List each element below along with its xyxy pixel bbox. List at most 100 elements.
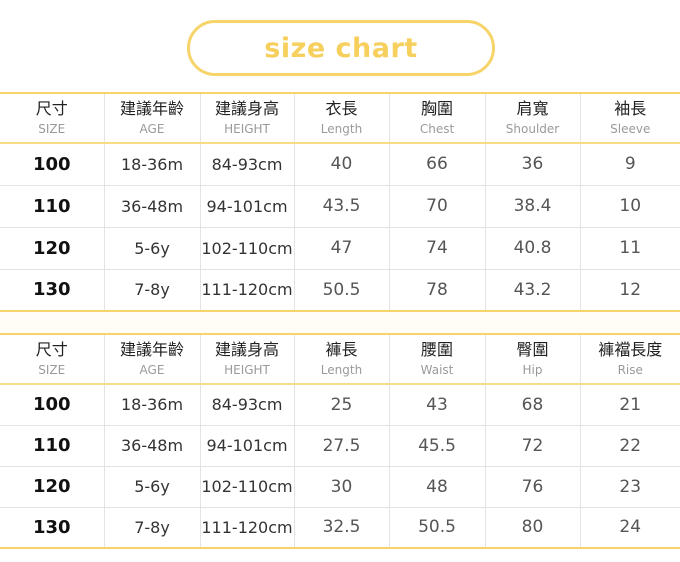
cell-age: 5-6y [103,466,200,507]
column-header-age: 建議年齡 AGE [103,334,200,384]
cell-m1: 50.5 [293,269,389,311]
table-separator [0,312,680,333]
column-header-en: Rise [617,363,643,377]
column-header-en: SIZE [38,363,66,377]
column-header-waist: 腰圍 Waist [388,334,485,384]
column-header-en: Length [320,122,363,136]
cell-height: 102-110cm [199,466,294,507]
cell-height: 94-101cm [199,425,294,466]
cell-size: 120 [32,476,71,497]
cell-age: 7-8y [103,507,200,548]
column-header-en: Shoulder [505,122,560,136]
column-header-en: Hip [522,363,543,377]
cell-size: 100 [32,153,71,175]
cell-m3: 80 [484,507,580,548]
cell-m4: 22 [579,425,680,466]
column-header-zh: 腰圍 [420,340,453,359]
tops-size-table: 尺寸 SIZE 建議年齡 AGE 建議身高 HEIGHT 衣長 Length 胸圍 Chest 肩寬… [0,92,680,312]
column-header-zh: 褲襠長度 [598,340,663,359]
cell-m4: 12 [579,269,680,311]
cell-height: 111-120cm [199,269,294,311]
size-chart-title: size chart [187,20,495,76]
table-header-row: 尺寸 SIZE 建議年齡 AGE 建議身高 HEIGHT 褲長 Length 腰圍 Waist 臀圍… [0,334,680,384]
cell-age: 36-48m [103,425,200,466]
column-header-size: 尺寸 SIZE [0,334,104,384]
cell-m4: 21 [579,384,680,425]
cell-m3: 36 [484,143,580,185]
cell-m4: 10 [579,185,680,227]
table-row: 120 5-6y 102-110cm 47 74 40.8 11 [0,227,680,269]
cell-age: 5-6y [103,227,200,269]
column-header-sleeve: 袖長 Sleeve [579,93,680,143]
cell-height: 102-110cm [199,227,294,269]
cell-m3: 38.4 [484,185,580,227]
cell-m2: 66 [388,143,485,185]
cell-m1: 27.5 [293,425,389,466]
table-row: 100 18-36m 84-93cm 25 43 68 21 [0,384,680,425]
cell-m1: 30 [293,466,389,507]
column-header-zh: 臀圍 [516,340,549,359]
cell-m2: 74 [388,227,485,269]
cell-m3: 68 [484,384,580,425]
column-header-zh: 胸圍 [420,99,453,118]
column-header-en: SIZE [38,122,66,136]
column-header-chest: 胸圍 Chest [388,93,485,143]
cell-size: 130 [32,279,71,301]
cell-m2: 43 [388,384,485,425]
cell-m1: 47 [293,227,389,269]
cell-m1: 25 [293,384,389,425]
column-header-zh: 建議年齡 [119,340,184,359]
column-header-en: Length [320,363,363,377]
table-header-row: 尺寸 SIZE 建議年齡 AGE 建議身高 HEIGHT 衣長 Length 胸圍 Chest 肩寬… [0,93,680,143]
cell-age: 36-48m [103,185,200,227]
cell-m4: 11 [579,227,680,269]
cell-m3: 72 [484,425,580,466]
cell-m2: 50.5 [388,507,485,548]
column-header-hip: 臀圍 Hip [484,334,580,384]
cell-age: 7-8y [103,269,200,311]
column-header-en: HEIGHT [224,122,270,136]
cell-size: 100 [32,394,71,416]
cell-height: 111-120cm [199,507,294,548]
column-header-length: 褲長 Length [293,334,389,384]
column-header-en: Waist [420,363,454,377]
cell-m3: 40.8 [484,227,580,269]
cell-m2: 48 [388,466,485,507]
column-header-zh: 建議年齡 [119,99,184,118]
column-header-zh: 建議身高 [214,340,279,359]
cell-size: 130 [32,516,71,538]
cell-m1: 43.5 [293,185,389,227]
cell-m1: 32.5 [293,507,389,548]
cell-size: 120 [32,237,71,259]
table-row: 110 36-48m 94-101cm 43.5 70 38.4 10 [0,185,680,227]
column-header-length: 衣長 Length [293,93,389,143]
column-header-zh: 袖長 [614,99,647,118]
column-header-size: 尺寸 SIZE [0,93,104,143]
column-header-rise: 褲襠長度 Rise [579,334,680,384]
column-header-en: Sleeve [610,122,651,136]
cell-height: 94-101cm [199,185,294,227]
column-header-en: Chest [419,122,455,136]
cell-height: 84-93cm [199,384,294,425]
table-row: 110 36-48m 94-101cm 27.5 45.5 72 22 [0,425,680,466]
column-header-en: AGE [139,122,165,136]
cell-m2: 78 [388,269,485,311]
cell-size: 110 [32,435,71,456]
column-header-height: 建議身高 HEIGHT [199,93,294,143]
cell-m4: 24 [579,507,680,548]
cell-m2: 70 [388,185,485,227]
column-header-zh: 褲長 [325,340,358,359]
table-row: 130 7-8y 111-120cm 32.5 50.5 80 24 [0,507,680,548]
table-row: 100 18-36m 84-93cm 40 66 36 9 [0,143,680,185]
cell-height: 84-93cm [199,143,294,185]
cell-age: 18-36m [103,143,200,185]
column-header-en: HEIGHT [224,363,270,377]
column-header-zh: 肩寬 [516,99,549,118]
table-row: 120 5-6y 102-110cm 30 48 76 23 [0,466,680,507]
cell-size: 110 [32,195,71,217]
column-header-height: 建議身高 HEIGHT [199,334,294,384]
cell-m4: 23 [579,466,680,507]
cell-m3: 43.2 [484,269,580,311]
cell-m2: 45.5 [388,425,485,466]
column-header-shoulder: 肩寬 Shoulder [484,93,580,143]
